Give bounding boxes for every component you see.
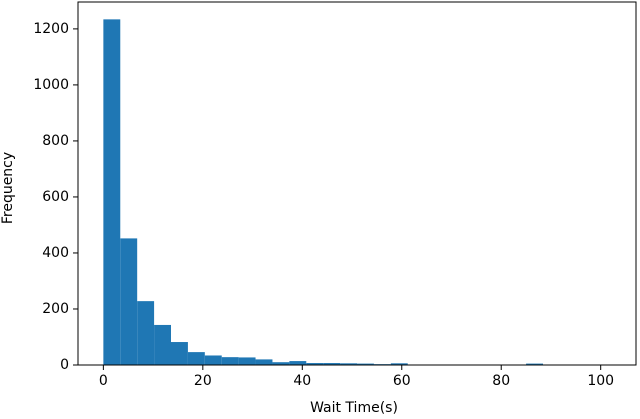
y-tick-label: 600	[42, 189, 69, 205]
bar	[137, 301, 155, 365]
plot-frame	[77, 1, 637, 366]
y-tick-label: 200	[42, 301, 69, 317]
bar	[238, 357, 256, 365]
bar	[255, 359, 273, 365]
x-tick-label: 40	[293, 373, 311, 389]
bar	[272, 362, 290, 365]
bar	[306, 363, 324, 365]
bar	[187, 352, 205, 365]
y-tick-label: 800	[42, 133, 69, 149]
x-tick-label: 100	[587, 373, 614, 389]
bar	[221, 357, 239, 365]
bar	[390, 363, 408, 365]
y-axis-label: Frequency	[0, 152, 16, 224]
bar	[171, 342, 188, 365]
bar	[204, 355, 222, 365]
bar	[357, 363, 374, 365]
bar	[323, 363, 341, 365]
bar	[289, 361, 307, 365]
bar	[103, 19, 121, 365]
x-tick-label: 80	[492, 373, 510, 389]
x-axis-label: Wait Time(s)	[310, 400, 398, 416]
bar	[526, 363, 543, 365]
y-tick-label: 400	[42, 245, 69, 261]
y-tick-label: 1200	[33, 21, 69, 37]
x-tick-label: 60	[393, 373, 411, 389]
x-tick-label: 20	[194, 373, 212, 389]
y-tick-label: 1000	[33, 77, 69, 93]
bar	[154, 324, 171, 365]
bar	[340, 363, 357, 365]
bar	[120, 238, 138, 365]
y-tick-label: 0	[60, 357, 69, 373]
x-tick-label: 0	[99, 373, 108, 389]
